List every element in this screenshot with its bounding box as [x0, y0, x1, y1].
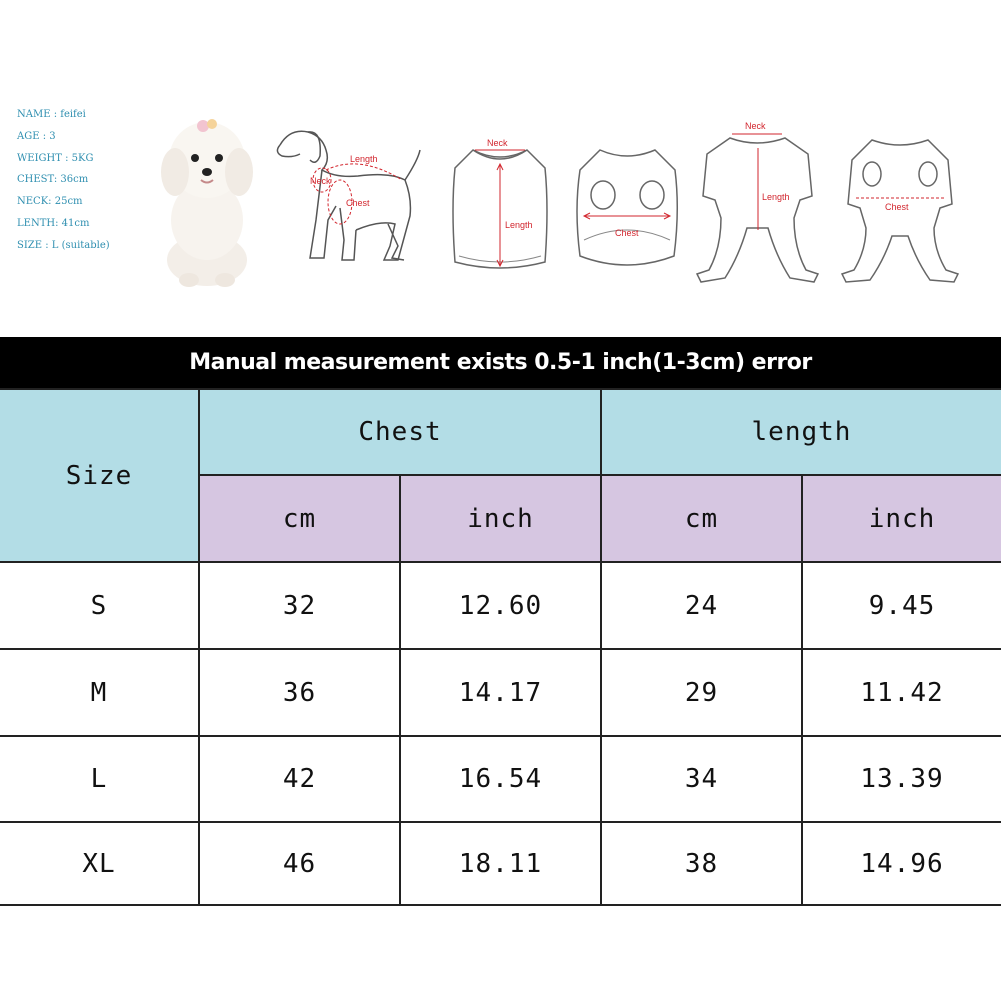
row-m-size: M: [0, 650, 198, 735]
row-xl-size: XL: [0, 823, 198, 905]
row-xl-length-inch: 14.96: [803, 823, 1001, 905]
row-m-chest-inch: 14.17: [401, 650, 600, 735]
row-l-chest-inch: 16.54: [401, 737, 600, 821]
row-l-chest-cm: 42: [200, 737, 399, 821]
dog-measure-diagram: Length Neck Chest: [270, 120, 430, 270]
row-s-chest-inch: 12.60: [401, 563, 600, 648]
jumpsuit-front-diagram: Neck Length: [690, 118, 825, 288]
dog-photo: [155, 110, 260, 290]
size-header: Size: [0, 390, 198, 561]
row-m-chest-cm: 36: [200, 650, 399, 735]
dog-neck-label: Neck: [310, 176, 331, 186]
length-inch-header: inch: [803, 476, 1001, 561]
chest-header: Chest: [200, 390, 600, 474]
jumpsuit-back-diagram: Chest: [830, 132, 970, 292]
table-divider: [0, 735, 1001, 737]
length-cm-header: cm: [602, 476, 801, 561]
row-l-size: L: [0, 737, 198, 821]
table-divider: [0, 561, 1001, 563]
row-xl-chest-cm: 46: [200, 823, 399, 905]
pet-weight: WEIGHT : 5KG: [17, 152, 94, 164]
vest-front-diagram: Neck Length: [445, 128, 555, 278]
table-divider: [0, 648, 1001, 650]
pet-chest: CHEST: 36cm: [17, 174, 89, 186]
vest-back-diagram: Chest: [570, 140, 685, 275]
vest-chest-label: Chest: [615, 228, 639, 238]
row-xl-length-cm: 38: [602, 823, 801, 905]
jumpsuit-neck-label: Neck: [745, 121, 766, 131]
jumpsuit-chest-label: Chest: [885, 202, 909, 212]
table-divider: [0, 388, 1001, 390]
row-m-length-inch: 11.42: [803, 650, 1001, 735]
table-divider: [0, 904, 1001, 906]
row-l-length-cm: 34: [602, 737, 801, 821]
vest-length-label: Length: [505, 220, 533, 230]
pet-size: SIZE : L (suitable): [17, 239, 110, 251]
table-divider: [198, 474, 1001, 476]
row-s-length-inch: 9.45: [803, 563, 1001, 648]
row-s-length-cm: 24: [602, 563, 801, 648]
row-s-size: S: [0, 563, 198, 648]
length-header: length: [602, 390, 1001, 474]
row-l-length-inch: 13.39: [803, 737, 1001, 821]
table-divider: [600, 388, 602, 906]
row-xl-chest-inch: 18.11: [401, 823, 600, 905]
vest-neck-label: Neck: [487, 138, 508, 148]
table-divider: [801, 474, 803, 906]
pet-age: AGE : 3: [17, 130, 56, 142]
pet-info-list: NAME : feifei AGE : 3 WEIGHT : 5KG CHEST…: [17, 108, 147, 261]
pet-name: NAME : feifei: [17, 109, 86, 120]
chest-cm-header: cm: [200, 476, 399, 561]
dog-chest-label: Chest: [346, 198, 370, 208]
row-m-length-cm: 29: [602, 650, 801, 735]
jumpsuit-length-label: Length: [762, 192, 790, 202]
pet-neck: NECK: 25cm: [17, 196, 83, 208]
table-divider: [198, 388, 200, 906]
dog-length-label: Length: [350, 154, 378, 164]
measurement-error-banner: Manual measurement exists 0.5-1 inch(1-3…: [0, 337, 1001, 388]
row-s-chest-cm: 32: [200, 563, 399, 648]
pet-length: LENTH: 41cm: [17, 217, 90, 229]
table-divider: [399, 474, 401, 906]
chest-inch-header: inch: [401, 476, 600, 561]
table-divider: [0, 821, 1001, 823]
